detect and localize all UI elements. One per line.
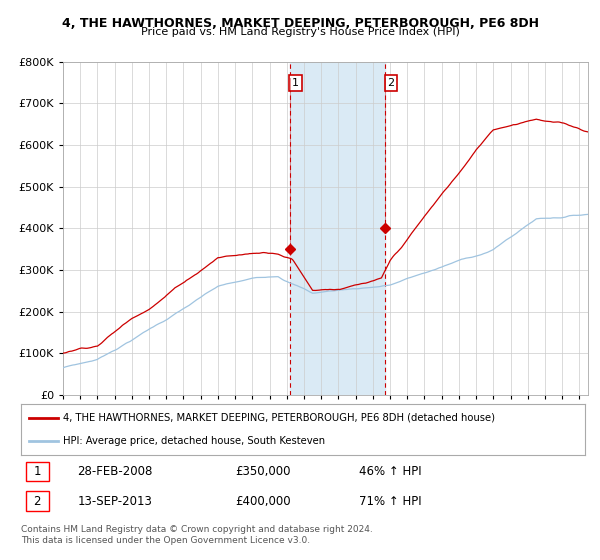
- Bar: [290, 62, 385, 395]
- Text: 1: 1: [34, 465, 41, 478]
- Text: 4, THE HAWTHORNES, MARKET DEEPING, PETERBOROUGH, PE6 8DH (detached house): 4, THE HAWTHORNES, MARKET DEEPING, PETER…: [64, 413, 496, 423]
- Text: 28-FEB-2008: 28-FEB-2008: [77, 465, 153, 478]
- Text: 71% ↑ HPI: 71% ↑ HPI: [359, 494, 422, 507]
- Text: £350,000: £350,000: [235, 465, 291, 478]
- Text: Price paid vs. HM Land Registry's House Price Index (HPI): Price paid vs. HM Land Registry's House …: [140, 27, 460, 37]
- Text: 13-SEP-2013: 13-SEP-2013: [77, 494, 152, 507]
- Text: 4, THE HAWTHORNES, MARKET DEEPING, PETERBOROUGH, PE6 8DH: 4, THE HAWTHORNES, MARKET DEEPING, PETER…: [62, 17, 539, 30]
- Text: Contains HM Land Registry data © Crown copyright and database right 2024.
This d: Contains HM Land Registry data © Crown c…: [21, 525, 373, 545]
- Text: 2: 2: [388, 78, 395, 88]
- Text: 1: 1: [292, 78, 299, 88]
- FancyBboxPatch shape: [26, 491, 49, 511]
- Text: HPI: Average price, detached house, South Kesteven: HPI: Average price, detached house, Sout…: [64, 436, 325, 446]
- Text: £400,000: £400,000: [235, 494, 291, 507]
- FancyBboxPatch shape: [26, 462, 49, 481]
- Text: 2: 2: [34, 494, 41, 507]
- Text: 46% ↑ HPI: 46% ↑ HPI: [359, 465, 422, 478]
